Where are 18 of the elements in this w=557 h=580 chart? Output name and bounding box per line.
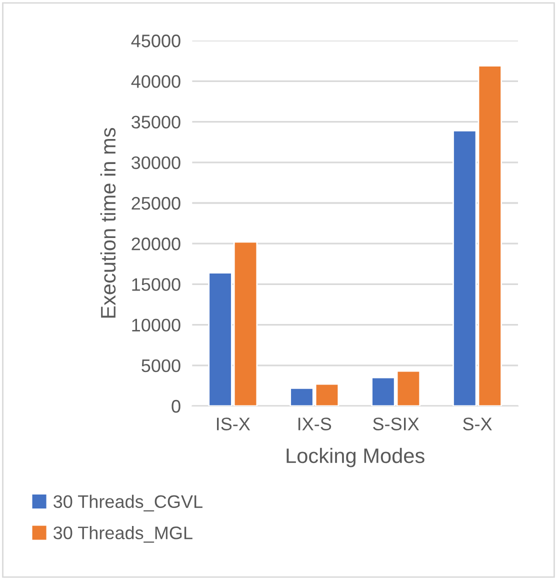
y-tick-label: 5000 [142, 359, 180, 372]
x-tick-label: S-X [463, 418, 492, 430]
legend-label: 30 Threads_CGVL [54, 494, 202, 512]
y-tick-label: 30000 [132, 156, 180, 170]
y-tick-label: 35000 [132, 116, 180, 129]
x-tick-label: IX-S [298, 418, 332, 430]
y-tick-label: 45000 [131, 34, 180, 48]
x-tick-label: IS-X [217, 418, 250, 430]
y-tick-label: 25000 [132, 196, 180, 210]
y-tick-label: 40000 [131, 75, 180, 88]
y-tick-label: 0 [172, 400, 180, 413]
y-tick-label: 15000 [132, 278, 180, 291]
y-axis-title: Execution time in ms [100, 128, 116, 318]
y-tick-label: 10000 [132, 318, 180, 332]
x-axis-title: Locking Modes [286, 448, 424, 468]
legend-label: 30 Threads_MGL [54, 526, 192, 543]
y-tick-label: 20000 [132, 238, 180, 250]
x-tick-label: S-SIX [373, 418, 420, 430]
